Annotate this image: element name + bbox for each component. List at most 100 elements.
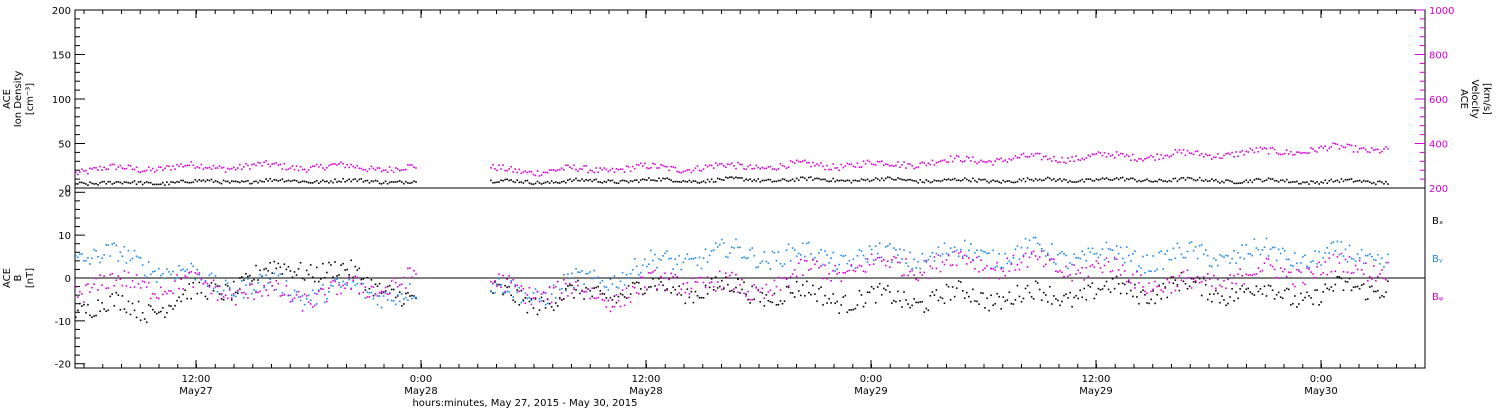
velocity-point	[842, 166, 845, 169]
by-point	[1249, 253, 1252, 255]
by-point	[735, 238, 737, 241]
by-point	[1083, 253, 1086, 256]
bx-point	[615, 301, 618, 304]
bx-point	[603, 293, 606, 295]
bx-point	[230, 298, 233, 301]
density-point	[243, 180, 245, 183]
bz-point	[972, 259, 974, 262]
density-point	[1292, 180, 1294, 183]
by-point	[1263, 246, 1266, 249]
bx-point	[1180, 271, 1183, 274]
bz-point	[714, 290, 717, 292]
bz-point	[583, 291, 585, 293]
velocity-point	[696, 165, 699, 167]
velocity-point	[642, 165, 644, 167]
bx-point	[1356, 285, 1359, 288]
bz-point	[1326, 273, 1329, 276]
by-point	[933, 260, 936, 262]
bx-point	[1302, 299, 1304, 302]
by-point	[1338, 253, 1341, 256]
bx-point	[504, 284, 506, 287]
by-point	[897, 254, 899, 256]
density-point	[330, 180, 332, 182]
density-point	[931, 181, 934, 183]
bz-point	[953, 250, 956, 253]
by-point	[810, 253, 812, 255]
by-point	[522, 300, 525, 303]
by-point	[629, 272, 632, 275]
bz-point	[259, 290, 261, 293]
bz-point	[247, 297, 249, 299]
density-point	[810, 176, 812, 178]
velocity-point	[591, 170, 593, 172]
bx-point	[212, 289, 215, 292]
by-point	[510, 280, 512, 282]
bz-point	[927, 277, 930, 280]
bx-point	[1134, 283, 1136, 286]
by-point	[723, 242, 725, 244]
bx-point	[350, 259, 352, 262]
bz-point	[1211, 285, 1213, 288]
by-point	[338, 282, 340, 284]
by-point	[180, 269, 182, 272]
velocity-point	[1300, 152, 1302, 155]
velocity-point	[1117, 154, 1120, 156]
bz-point	[945, 259, 948, 261]
bx-point	[650, 285, 652, 288]
by-point	[1336, 240, 1339, 243]
bz-point	[141, 280, 144, 283]
velocity-point	[91, 168, 93, 170]
velocity-point	[1290, 150, 1292, 153]
density-point	[301, 180, 304, 183]
velocity-point	[739, 163, 741, 166]
velocity-point	[202, 168, 205, 171]
bz-point	[980, 259, 982, 262]
density-point	[1356, 180, 1359, 182]
velocity-point	[1063, 161, 1065, 163]
bx-point	[846, 311, 849, 314]
by-point	[994, 266, 996, 269]
bx-point	[214, 283, 217, 286]
bz-point	[1206, 273, 1209, 275]
by-point	[1312, 260, 1314, 262]
by-point	[684, 257, 687, 260]
bz-point	[629, 301, 632, 303]
bx-point	[1320, 301, 1322, 303]
by-point	[729, 252, 731, 254]
bz-point	[1271, 265, 1274, 268]
bx-point	[690, 290, 693, 293]
density-point	[629, 180, 632, 182]
bx-point	[814, 293, 816, 295]
bx-point	[585, 286, 587, 289]
bx-point	[208, 284, 211, 287]
bx-point	[957, 280, 960, 282]
bz-point	[745, 295, 747, 297]
density-point	[85, 183, 87, 185]
bz-point	[799, 258, 802, 261]
velocity-point	[694, 167, 697, 169]
bz-point	[174, 280, 176, 282]
bz-point	[893, 255, 895, 258]
velocity-point	[571, 167, 573, 170]
bx-point	[1340, 277, 1343, 280]
velocity-point	[283, 162, 286, 165]
density-point	[826, 180, 828, 182]
bx-point	[530, 298, 533, 300]
bz-point	[1314, 276, 1316, 279]
bz-point	[1063, 275, 1065, 278]
velocity-point	[1304, 151, 1306, 154]
by-point	[1073, 253, 1075, 256]
by-point	[637, 273, 640, 276]
bx-point	[818, 287, 820, 290]
bx-point	[1338, 276, 1341, 278]
bx-point	[617, 295, 620, 298]
velocity-point	[147, 166, 150, 169]
velocity-point	[895, 164, 897, 167]
density-point	[186, 181, 188, 184]
by-point	[324, 301, 326, 304]
bx-point	[1091, 282, 1094, 284]
bz-point	[1097, 262, 1100, 265]
velocity-point	[1206, 154, 1209, 157]
x-tick-time: 0:00	[1310, 374, 1332, 385]
